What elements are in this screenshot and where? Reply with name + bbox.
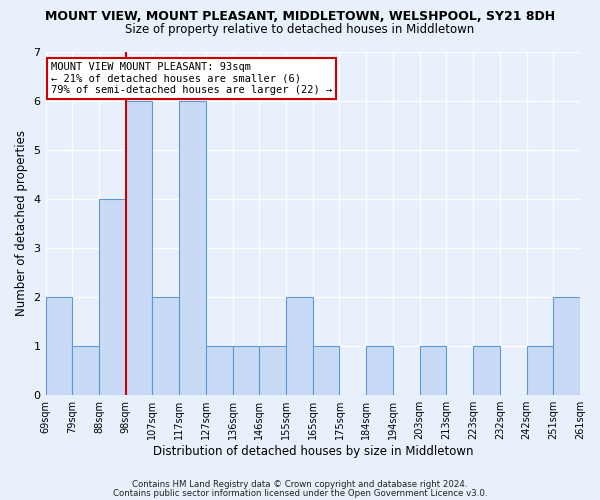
Text: Size of property relative to detached houses in Middletown: Size of property relative to detached ho… [125,22,475,36]
Bar [126,100,152,395]
Text: MOUNT VIEW, MOUNT PLEASANT, MIDDLETOWN, WELSHPOOL, SY21 8DH: MOUNT VIEW, MOUNT PLEASANT, MIDDLETOWN, … [45,10,555,23]
Bar [259,346,286,395]
X-axis label: Distribution of detached houses by size in Middletown: Distribution of detached houses by size … [152,444,473,458]
Bar [99,198,126,394]
Text: MOUNT VIEW MOUNT PLEASANT: 93sqm
← 21% of detached houses are smaller (6)
79% of: MOUNT VIEW MOUNT PLEASANT: 93sqm ← 21% o… [51,62,332,95]
Bar [233,346,259,395]
Text: Contains HM Land Registry data © Crown copyright and database right 2024.: Contains HM Land Registry data © Crown c… [132,480,468,489]
Bar [286,296,313,394]
Y-axis label: Number of detached properties: Number of detached properties [15,130,28,316]
Bar [527,346,553,395]
Bar [553,296,580,394]
Bar [46,296,72,394]
Bar [366,346,393,395]
Bar [473,346,500,395]
Bar [313,346,340,395]
Bar [72,346,99,395]
Bar [152,296,179,394]
Bar [419,346,446,395]
Bar [179,100,206,395]
Bar [206,346,233,395]
Text: Contains public sector information licensed under the Open Government Licence v3: Contains public sector information licen… [113,489,487,498]
